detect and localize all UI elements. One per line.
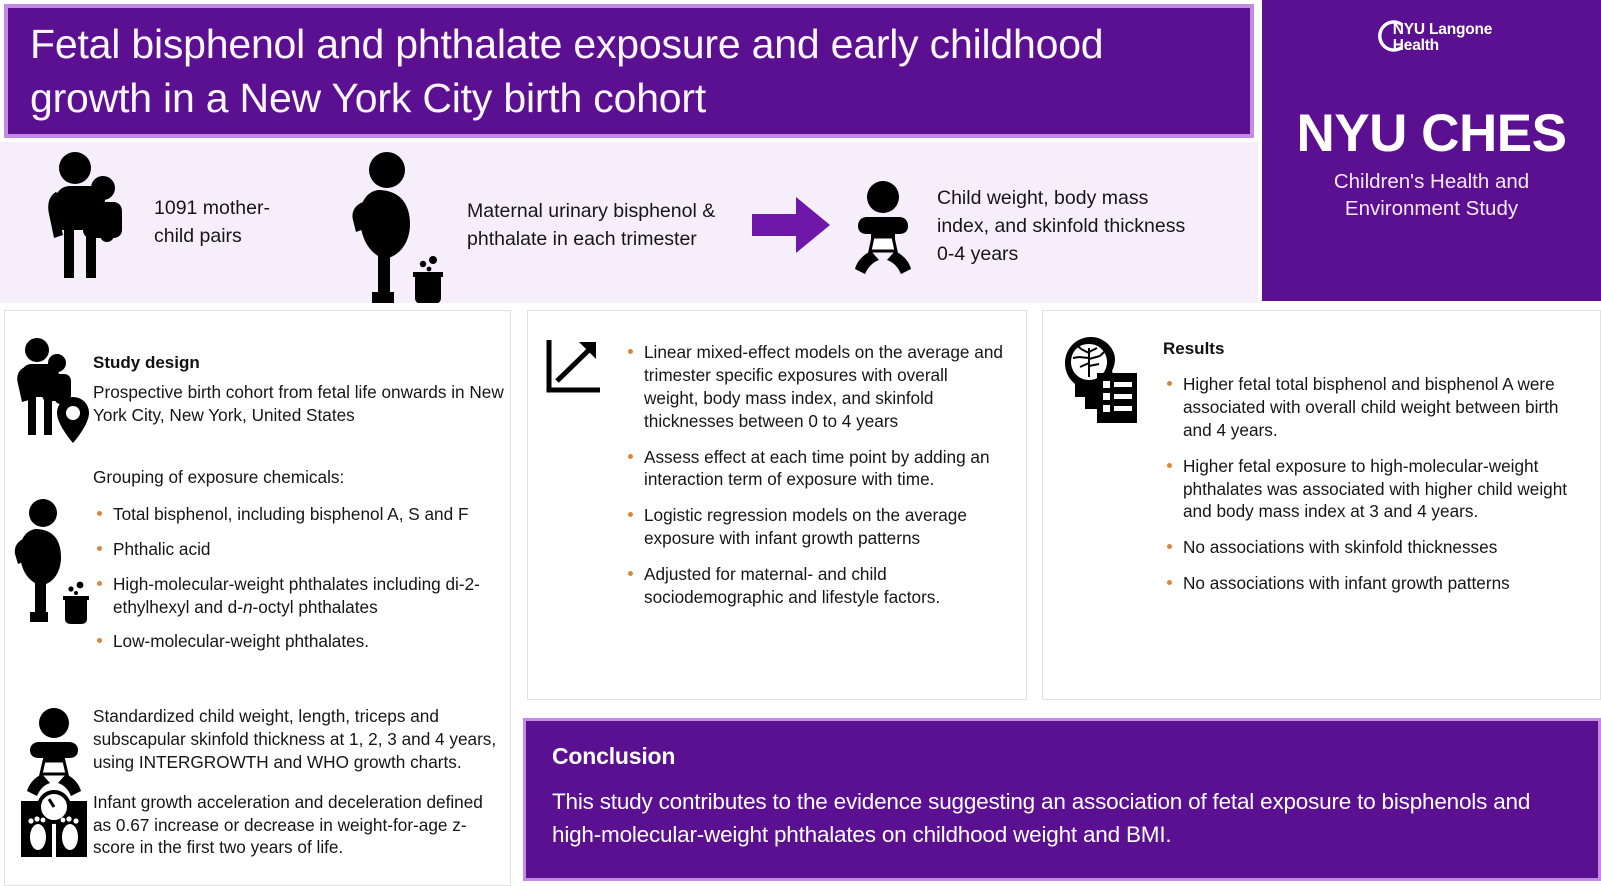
nyu-langone-logo: NYU Langone Health xyxy=(1371,20,1493,55)
title-banner: Fetal bisphenol and phthalate exposure a… xyxy=(4,4,1254,138)
list-item: Higher fetal exposure to high-molecular-… xyxy=(1163,455,1583,524)
nyu-langone-line1: NYU Langone xyxy=(1392,21,1493,38)
study-design-heading: Study design xyxy=(93,353,200,372)
flow-step-exposure: Maternal urinary bisphenol & phthalate i… xyxy=(345,148,765,303)
exposure-grouping-block: Grouping of exposure chemicals: Total bi… xyxy=(93,466,505,665)
flow-arrow xyxy=(752,197,830,253)
trend-chart-icon xyxy=(544,337,602,395)
growth-paragraph: Infant growth acceleration and decelerat… xyxy=(93,791,483,858)
results-heading: Results xyxy=(1163,339,1225,358)
conclusion-heading: Conclusion xyxy=(552,743,676,769)
mother-and-child-icon xyxy=(40,148,140,298)
list-item: Total bisphenol, including bisphenol A, … xyxy=(93,503,505,526)
study-design-text-block: Study design Prospective birth cohort fr… xyxy=(93,353,505,431)
list-item: Linear mixed-effect models on the averag… xyxy=(624,341,1004,433)
results-list: Higher fetal total bisphenol and bisphen… xyxy=(1163,373,1583,595)
study-flow-band: 1091 mother-child pairs xyxy=(0,142,1258,303)
list-item: Higher fetal total bisphenol and bisphen… xyxy=(1163,373,1583,442)
study-design-panel: Study design Prospective birth cohort fr… xyxy=(4,310,511,886)
methods-list: Linear mixed-effect models on the averag… xyxy=(624,341,1004,609)
flow-step-participants-label: 1091 mother-child pairs xyxy=(154,197,270,247)
list-item: High-molecular-weight phthalates includi… xyxy=(93,573,505,619)
study-design-paragraph: Prospective birth cohort from fetal life… xyxy=(93,382,504,425)
nyu-ches-title: NYU CHES xyxy=(1296,104,1567,164)
list-item: Phthalic acid xyxy=(93,538,505,561)
flow-step-outcome-label: Child weight, body mass index, and skinf… xyxy=(937,187,1186,265)
conclusion-banner: Conclusion This study contributes to the… xyxy=(523,718,1601,881)
list-item: Logistic regression models on the averag… xyxy=(624,504,1004,550)
pregnant-woman-beaker-icon xyxy=(13,496,91,626)
list-item: Assess effect at each time point by addi… xyxy=(624,446,1004,492)
methods-text-block: Linear mixed-effect models on the averag… xyxy=(624,341,1004,622)
brain-head-clipboard-icon xyxy=(1059,333,1141,425)
flow-step-outcome: Child weight, body mass index, and skinf… xyxy=(845,172,1245,282)
outcome-paragraph: Standardized child weight, length, trice… xyxy=(93,706,497,772)
results-panel: Results Higher fetal total bisphenol and… xyxy=(1042,310,1601,700)
results-text-block: Results Higher fetal total bisphenol and… xyxy=(1163,339,1583,608)
page-title: Fetal bisphenol and phthalate exposure a… xyxy=(30,20,1104,121)
nyu-logo-block: NYU Langone Health NYU CHES Children's H… xyxy=(1262,0,1601,301)
nyu-ches-subtitle-line2: Environment Study xyxy=(1344,196,1519,220)
nyu-ches-subtitle-line1: Children's Health and xyxy=(1333,170,1530,194)
methods-panel: Linear mixed-effect models on the averag… xyxy=(527,310,1027,700)
pregnant-woman-with-beaker-icon xyxy=(345,148,455,303)
nyu-langone-line2: Health xyxy=(1392,37,1439,55)
baby-on-scale-icon xyxy=(13,703,95,863)
nyu-arc-icon xyxy=(1371,17,1409,55)
nyu-ches-subtitle: Children's Health and Environment Study xyxy=(1262,169,1601,221)
baby-icon xyxy=(845,179,921,275)
exposure-chemicals-list: Total bisphenol, including bisphenol A, … xyxy=(93,503,505,653)
flow-step-exposure-label: Maternal urinary bisphenol & phthalate i… xyxy=(467,199,716,250)
list-item: No associations with skinfold thicknesse… xyxy=(1163,536,1583,559)
grouping-label: Grouping of exposure chemicals: xyxy=(93,467,345,487)
list-item: Adjusted for maternal- and child sociode… xyxy=(624,563,1004,609)
conclusion-body: This study contributes to the evidence s… xyxy=(552,789,1531,847)
mother-child-location-icon xyxy=(13,335,91,445)
list-item: Low-molecular-weight phthalates. xyxy=(93,630,505,653)
right-arrow-icon xyxy=(752,197,830,253)
flow-step-participants: 1091 mother-child pairs xyxy=(40,148,360,298)
list-item: No associations with infant growth patte… xyxy=(1163,572,1583,595)
outcomes-text-block: Standardized child weight, length, trice… xyxy=(93,705,505,863)
